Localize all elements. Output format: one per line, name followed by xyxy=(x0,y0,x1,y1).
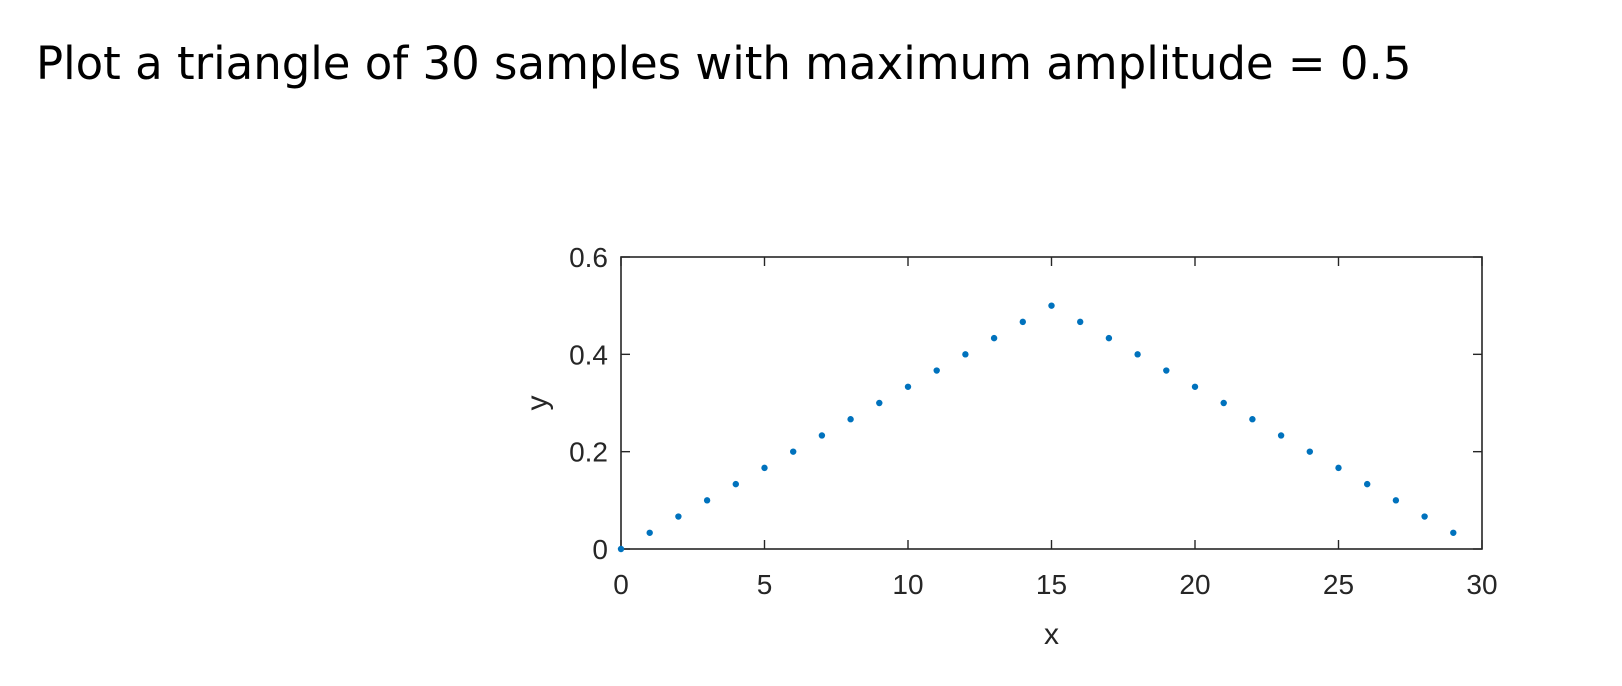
y-tick-label: 0.4 xyxy=(569,339,608,370)
axes-box xyxy=(620,256,1483,550)
x-tick-label: 30 xyxy=(1466,569,1497,600)
data-point xyxy=(1019,318,1026,326)
data-point xyxy=(1077,318,1084,326)
data-point xyxy=(1134,351,1141,358)
data-point xyxy=(1306,448,1314,455)
data-point xyxy=(1335,464,1342,472)
plot-area xyxy=(620,256,1483,550)
slide-title: Plot a triangle of 30 samples with maxim… xyxy=(36,37,1412,90)
x-tick-label: 0 xyxy=(613,569,629,600)
data-point xyxy=(876,399,883,407)
data-point xyxy=(761,464,768,472)
x-tick-label: 20 xyxy=(1179,569,1210,600)
data-point xyxy=(1277,432,1285,439)
data-point xyxy=(703,497,711,504)
data-point xyxy=(1421,513,1428,520)
data-point xyxy=(990,334,998,342)
data-point xyxy=(904,383,912,390)
data-point xyxy=(933,367,940,374)
data-point xyxy=(1163,367,1170,374)
data-point xyxy=(790,448,797,455)
data-point xyxy=(732,480,739,488)
y-tick-label: 0 xyxy=(592,534,608,565)
data-point xyxy=(675,513,682,520)
data-point xyxy=(617,545,625,553)
data-point xyxy=(1048,302,1055,309)
data-point xyxy=(818,432,826,439)
data-point xyxy=(962,351,969,358)
data-point xyxy=(646,529,653,536)
y-axis-ticks: 0 0.2 0.4 0.6 xyxy=(569,242,1482,565)
x-axis-label: x xyxy=(1044,618,1059,651)
y-axis-label: y xyxy=(521,396,554,411)
data-point xyxy=(1392,497,1400,504)
data-point xyxy=(1105,334,1113,342)
x-tick-label: 5 xyxy=(757,569,773,600)
data-point xyxy=(847,416,854,423)
data-point xyxy=(1191,383,1199,390)
x-tick-label: 10 xyxy=(892,569,923,600)
y-tick-label: 0.2 xyxy=(569,437,608,468)
x-tick-label: 15 xyxy=(1036,569,1067,600)
data-points xyxy=(617,302,1457,553)
data-point xyxy=(1249,416,1256,423)
x-axis-ticks: 0 5 10 15 20 25 30 xyxy=(613,257,1498,600)
y-tick-label: 0.6 xyxy=(569,242,608,273)
data-point xyxy=(1220,399,1227,407)
x-tick-label: 25 xyxy=(1323,569,1354,600)
data-point xyxy=(1364,480,1371,488)
data-point xyxy=(1450,529,1457,536)
